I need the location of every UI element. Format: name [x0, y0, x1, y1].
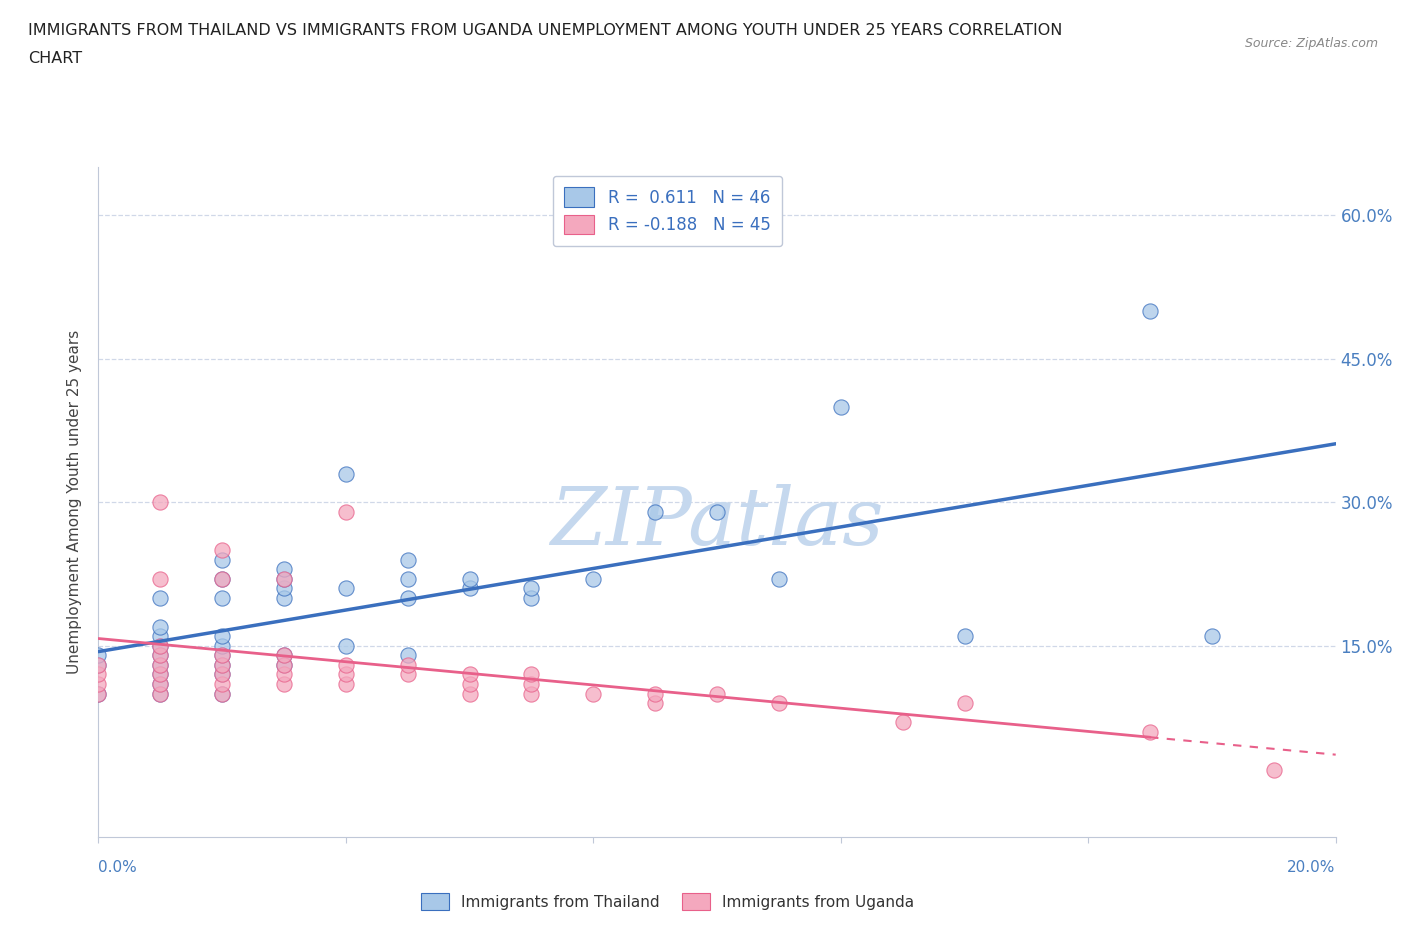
Point	[891, 715, 914, 730]
Text: 20.0%: 20.0%	[1288, 860, 1336, 875]
Point	[953, 629, 976, 644]
Point	[335, 676, 357, 691]
Point	[768, 571, 790, 586]
Point	[149, 658, 172, 672]
Point	[396, 648, 419, 663]
Point	[211, 638, 233, 653]
Point	[273, 667, 295, 682]
Text: IMMIGRANTS FROM THAILAND VS IMMIGRANTS FROM UGANDA UNEMPLOYMENT AMONG YOUTH UNDE: IMMIGRANTS FROM THAILAND VS IMMIGRANTS F…	[28, 23, 1063, 38]
Point	[582, 686, 605, 701]
Point	[335, 581, 357, 596]
Point	[87, 648, 110, 663]
Point	[211, 591, 233, 605]
Point	[520, 676, 543, 691]
Point	[335, 658, 357, 672]
Text: 0.0%: 0.0%	[98, 860, 138, 875]
Point	[458, 676, 481, 691]
Point	[396, 591, 419, 605]
Point	[149, 638, 172, 653]
Point	[520, 591, 543, 605]
Point	[582, 571, 605, 586]
Point	[273, 562, 295, 577]
Point	[87, 686, 110, 701]
Point	[458, 581, 481, 596]
Point	[335, 638, 357, 653]
Text: CHART: CHART	[28, 51, 82, 66]
Point	[520, 667, 543, 682]
Point	[273, 658, 295, 672]
Point	[149, 667, 172, 682]
Point	[458, 686, 481, 701]
Point	[335, 504, 357, 519]
Point	[273, 648, 295, 663]
Point	[520, 686, 543, 701]
Point	[768, 696, 790, 711]
Point	[1139, 303, 1161, 318]
Point	[706, 686, 728, 701]
Point	[149, 648, 172, 663]
Point	[149, 686, 172, 701]
Point	[87, 658, 110, 672]
Point	[211, 571, 233, 586]
Point	[149, 648, 172, 663]
Point	[273, 581, 295, 596]
Legend: Immigrants from Thailand, Immigrants from Uganda: Immigrants from Thailand, Immigrants fro…	[415, 886, 921, 916]
Point	[335, 466, 357, 481]
Point	[644, 504, 666, 519]
Point	[87, 676, 110, 691]
Point	[458, 667, 481, 682]
Point	[149, 667, 172, 682]
Point	[149, 638, 172, 653]
Point	[396, 667, 419, 682]
Point	[149, 658, 172, 672]
Point	[149, 686, 172, 701]
Point	[149, 676, 172, 691]
Point	[87, 667, 110, 682]
Point	[273, 676, 295, 691]
Point	[396, 571, 419, 586]
Point	[706, 504, 728, 519]
Point	[149, 571, 172, 586]
Point	[211, 648, 233, 663]
Point	[211, 658, 233, 672]
Point	[830, 399, 852, 414]
Point	[211, 629, 233, 644]
Point	[1263, 763, 1285, 777]
Point	[520, 581, 543, 596]
Point	[211, 552, 233, 567]
Point	[149, 629, 172, 644]
Y-axis label: Unemployment Among Youth under 25 years: Unemployment Among Youth under 25 years	[67, 330, 83, 674]
Point	[953, 696, 976, 711]
Point	[211, 676, 233, 691]
Point	[211, 658, 233, 672]
Point	[211, 542, 233, 557]
Text: Source: ZipAtlas.com: Source: ZipAtlas.com	[1244, 37, 1378, 50]
Text: ZIPatlas: ZIPatlas	[550, 484, 884, 561]
Point	[273, 571, 295, 586]
Point	[211, 571, 233, 586]
Point	[211, 648, 233, 663]
Point	[644, 696, 666, 711]
Point	[644, 686, 666, 701]
Point	[458, 571, 481, 586]
Point	[273, 571, 295, 586]
Point	[87, 686, 110, 701]
Point	[211, 667, 233, 682]
Point	[211, 686, 233, 701]
Point	[1201, 629, 1223, 644]
Point	[149, 591, 172, 605]
Point	[273, 658, 295, 672]
Point	[211, 686, 233, 701]
Point	[149, 495, 172, 510]
Point	[149, 676, 172, 691]
Point	[273, 591, 295, 605]
Point	[335, 667, 357, 682]
Point	[273, 648, 295, 663]
Point	[87, 658, 110, 672]
Point	[396, 658, 419, 672]
Point	[149, 619, 172, 634]
Point	[1139, 724, 1161, 739]
Point	[211, 667, 233, 682]
Point	[396, 552, 419, 567]
